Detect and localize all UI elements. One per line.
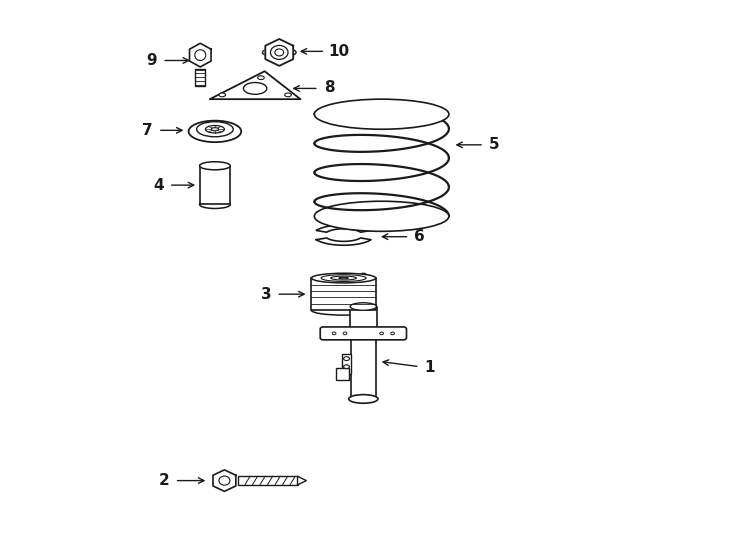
Ellipse shape <box>314 99 449 129</box>
Polygon shape <box>213 470 236 491</box>
Ellipse shape <box>349 395 378 403</box>
Ellipse shape <box>351 396 376 402</box>
Bar <box>360 275 367 308</box>
Ellipse shape <box>211 127 219 131</box>
Text: 2: 2 <box>159 473 169 488</box>
Text: 6: 6 <box>414 229 425 244</box>
Ellipse shape <box>206 125 225 133</box>
Ellipse shape <box>244 83 267 94</box>
Ellipse shape <box>270 45 288 59</box>
Ellipse shape <box>195 50 206 60</box>
Ellipse shape <box>344 365 349 369</box>
Ellipse shape <box>350 303 377 310</box>
Bar <box>342 354 351 374</box>
Polygon shape <box>189 43 211 67</box>
Ellipse shape <box>333 332 336 335</box>
Ellipse shape <box>339 278 349 279</box>
Polygon shape <box>265 39 293 66</box>
Ellipse shape <box>321 275 366 281</box>
Ellipse shape <box>379 332 383 335</box>
Text: 9: 9 <box>147 53 157 68</box>
Bar <box>238 476 297 485</box>
Ellipse shape <box>331 276 357 280</box>
Polygon shape <box>316 225 371 232</box>
Bar <box>195 69 206 86</box>
Ellipse shape <box>360 273 367 278</box>
Text: 1: 1 <box>425 360 435 375</box>
Bar <box>336 368 349 380</box>
Ellipse shape <box>189 120 241 142</box>
Ellipse shape <box>311 306 376 315</box>
Ellipse shape <box>219 476 230 485</box>
Text: 3: 3 <box>261 287 272 302</box>
Polygon shape <box>316 238 371 245</box>
Ellipse shape <box>344 357 349 361</box>
Bar <box>350 307 377 329</box>
Bar <box>311 278 376 310</box>
FancyBboxPatch shape <box>320 327 407 340</box>
Ellipse shape <box>197 122 233 137</box>
Bar <box>200 166 230 205</box>
Polygon shape <box>210 71 300 99</box>
Bar <box>351 333 376 399</box>
Ellipse shape <box>350 325 377 333</box>
Ellipse shape <box>263 48 296 57</box>
Ellipse shape <box>390 332 394 335</box>
Ellipse shape <box>314 201 449 231</box>
Text: 7: 7 <box>142 123 152 138</box>
Ellipse shape <box>275 49 283 56</box>
Text: 8: 8 <box>324 80 334 96</box>
Ellipse shape <box>219 93 225 97</box>
Text: 5: 5 <box>489 137 500 152</box>
Polygon shape <box>297 476 306 485</box>
Ellipse shape <box>285 93 291 97</box>
Ellipse shape <box>200 200 230 208</box>
Text: 10: 10 <box>329 44 350 59</box>
Text: 4: 4 <box>153 178 164 193</box>
Ellipse shape <box>344 332 347 335</box>
Ellipse shape <box>311 273 376 283</box>
Ellipse shape <box>200 162 230 170</box>
Ellipse shape <box>351 330 376 336</box>
Ellipse shape <box>258 76 264 79</box>
